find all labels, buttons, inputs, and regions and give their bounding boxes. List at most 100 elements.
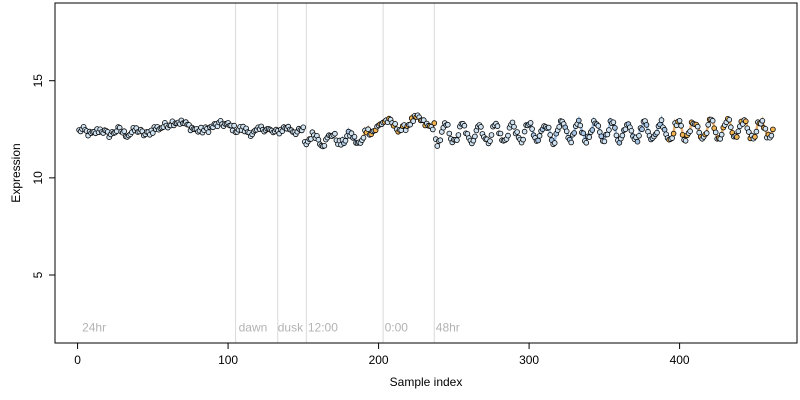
data-point — [639, 126, 645, 133]
data-point — [410, 118, 417, 124]
data-point — [521, 128, 528, 135]
data-point — [636, 133, 642, 139]
x-tick-label: 100 — [218, 353, 238, 367]
y-tick-label: 5 — [31, 271, 45, 278]
data-point — [568, 139, 574, 146]
data-point — [505, 132, 511, 139]
data-point — [654, 129, 660, 136]
data-point — [472, 133, 478, 140]
x-tick-label: 300 — [519, 353, 539, 367]
x-axis-title: Sample index — [390, 375, 463, 389]
data-point — [601, 138, 608, 145]
data-point — [752, 134, 758, 140]
x-tick-label: 0 — [74, 353, 81, 367]
data-point — [687, 128, 693, 135]
data-point — [589, 127, 596, 133]
data-point — [315, 136, 322, 143]
data-point — [461, 122, 468, 129]
data-point — [612, 125, 618, 131]
data-point — [365, 126, 371, 132]
data-point — [342, 137, 349, 144]
data-point — [487, 138, 493, 144]
data-point — [547, 132, 553, 138]
data-point — [535, 137, 541, 144]
data-point — [613, 132, 620, 139]
data-point — [745, 129, 752, 135]
data-point — [670, 130, 677, 137]
data-point — [669, 135, 675, 141]
data-point — [742, 118, 749, 125]
data-point — [610, 119, 617, 126]
data-point — [321, 143, 328, 149]
time-annotation: dusk — [278, 320, 304, 334]
data-point — [712, 129, 719, 136]
data-point — [726, 117, 733, 123]
data-point — [444, 121, 451, 128]
data-point — [606, 127, 612, 133]
time-annotations: 24hr dawn dusk 12:00 0:00 48hr — [82, 320, 460, 334]
data-point — [478, 124, 484, 130]
time-annotation: 12:00 — [308, 320, 338, 334]
time-annotation: 0:00 — [385, 320, 409, 334]
data-point — [753, 128, 760, 135]
data-point — [494, 123, 501, 129]
data-point — [455, 132, 462, 138]
data-point — [434, 143, 441, 149]
time-annotation: 24hr — [82, 320, 106, 334]
data-point — [770, 126, 776, 133]
data-point — [678, 123, 684, 129]
data-point — [545, 124, 552, 131]
data-point — [300, 124, 307, 131]
data-point — [488, 132, 495, 138]
data-point — [628, 128, 635, 134]
time-marker-lines — [235, 3, 435, 343]
data-point — [718, 131, 725, 138]
data-point — [454, 137, 460, 143]
x-axis: 0 100 200 300 400 — [74, 343, 690, 367]
data-point — [527, 120, 534, 126]
data-point — [679, 132, 686, 138]
data-point — [622, 126, 629, 133]
y-axis-title: Expression — [9, 143, 23, 202]
plot-frame — [54, 2, 798, 344]
data-point — [682, 138, 689, 144]
data-point — [497, 130, 504, 137]
data-point — [563, 128, 570, 135]
data-point — [351, 134, 358, 140]
data-point — [727, 124, 734, 130]
time-annotation: 48hr — [436, 320, 460, 334]
data-point — [759, 118, 766, 124]
data-point — [735, 128, 742, 135]
data-point — [511, 124, 517, 130]
data-point — [231, 122, 237, 129]
data-point — [332, 130, 338, 137]
data-point — [604, 131, 611, 138]
data-point — [580, 130, 587, 137]
data-point — [595, 123, 602, 129]
data-point — [598, 133, 605, 140]
data-point — [577, 122, 584, 129]
data-point — [583, 140, 590, 146]
y-tick-label: 15 — [31, 74, 45, 88]
time-annotation: dawn — [239, 320, 268, 334]
data-point — [768, 132, 775, 139]
data-point — [205, 129, 212, 135]
data-point — [407, 121, 414, 128]
data-point — [705, 122, 711, 128]
data-point — [520, 136, 526, 143]
data-point — [150, 130, 156, 136]
data-point — [661, 126, 668, 133]
data-point — [431, 120, 438, 126]
data-point — [529, 126, 535, 132]
data-point — [536, 133, 543, 139]
data-point — [658, 117, 665, 123]
data-point — [556, 124, 562, 130]
data-point — [733, 134, 740, 140]
data-point — [643, 122, 650, 128]
data-point — [709, 117, 716, 124]
data-point — [586, 134, 593, 140]
data-point — [762, 126, 769, 132]
data-point — [446, 130, 453, 137]
data-point — [360, 135, 367, 141]
